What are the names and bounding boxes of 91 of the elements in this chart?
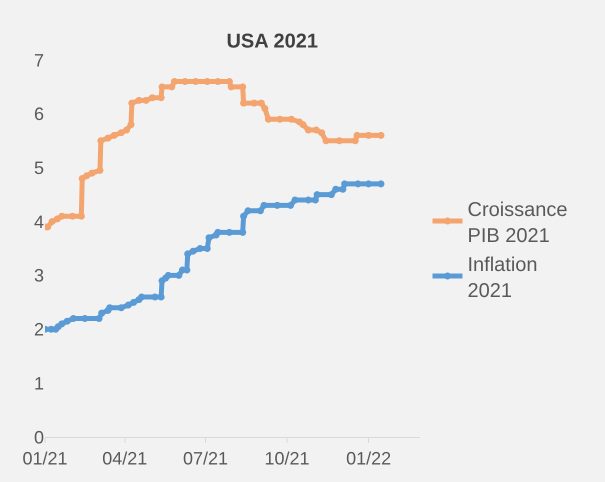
point [190, 248, 197, 255]
point [96, 166, 104, 174]
point [45, 223, 52, 230]
point [130, 298, 138, 306]
point [365, 180, 372, 188]
point [142, 96, 150, 104]
point [127, 121, 134, 128]
point [204, 78, 211, 86]
point [110, 132, 118, 139]
point [83, 172, 90, 180]
y-tick-label: 3 [34, 266, 44, 286]
point [228, 83, 235, 90]
point [304, 126, 312, 134]
point [292, 196, 298, 204]
point [206, 234, 213, 242]
point [377, 180, 384, 188]
point [276, 116, 284, 123]
y-tick-label: 6 [34, 104, 44, 124]
point [58, 320, 66, 328]
point [322, 137, 330, 144]
point [336, 137, 343, 144]
point [96, 315, 103, 322]
point [240, 212, 248, 220]
point [240, 100, 248, 107]
x-tick-label: 01/21 [22, 448, 68, 469]
point [97, 137, 104, 144]
point [256, 207, 264, 214]
point [104, 134, 112, 142]
point [239, 83, 246, 90]
point [304, 196, 312, 204]
chart-title: USA 2021 [226, 30, 318, 53]
point [128, 100, 136, 107]
y-tick-label: 7 [34, 50, 44, 70]
point [287, 202, 294, 209]
point [170, 78, 178, 86]
point [318, 129, 326, 136]
point [70, 315, 77, 322]
point [365, 132, 372, 139]
point [175, 272, 182, 279]
point [288, 116, 295, 123]
point [123, 126, 130, 134]
point [68, 212, 76, 220]
point [314, 191, 321, 198]
point [354, 180, 362, 188]
point [250, 100, 258, 107]
point [118, 304, 125, 312]
point [204, 245, 211, 252]
point [48, 218, 56, 226]
point [106, 304, 114, 312]
point [64, 318, 71, 325]
point [88, 170, 96, 177]
legend-label: Inflation 2021 [468, 254, 538, 302]
y-tick-label: 5 [34, 158, 44, 178]
point [214, 228, 222, 236]
point [258, 100, 265, 107]
x-tick-label: 10/21 [264, 448, 310, 469]
point [239, 228, 246, 236]
point [158, 293, 165, 300]
point [312, 126, 320, 134]
point [58, 212, 66, 220]
point [226, 228, 233, 236]
point [78, 212, 85, 220]
y-tick-label: 1 [34, 373, 44, 394]
point [98, 310, 106, 317]
legend-label: Croissance PIB 2021 [468, 198, 568, 247]
point [158, 83, 166, 90]
point [341, 180, 348, 188]
point [354, 132, 361, 139]
point [264, 116, 272, 123]
y-tick-label: 2 [34, 320, 44, 340]
x-tick-label: 07/21 [182, 448, 228, 469]
y-tick-label: 0 [34, 427, 44, 448]
point [118, 129, 125, 136]
point [328, 191, 335, 198]
point [192, 78, 200, 86]
y-tick-label: 4 [34, 212, 44, 232]
point [274, 202, 281, 209]
point [168, 83, 176, 90]
point [184, 250, 192, 258]
x-tick-label: 01/22 [346, 448, 392, 469]
point [135, 96, 142, 104]
point [260, 202, 268, 209]
point [377, 132, 384, 139]
point [148, 94, 156, 102]
point [332, 186, 340, 193]
point [124, 302, 132, 309]
x-tick-label: 04/21 [102, 448, 148, 469]
point [299, 121, 306, 128]
point [158, 94, 165, 102]
point [261, 104, 268, 112]
point [164, 272, 172, 279]
